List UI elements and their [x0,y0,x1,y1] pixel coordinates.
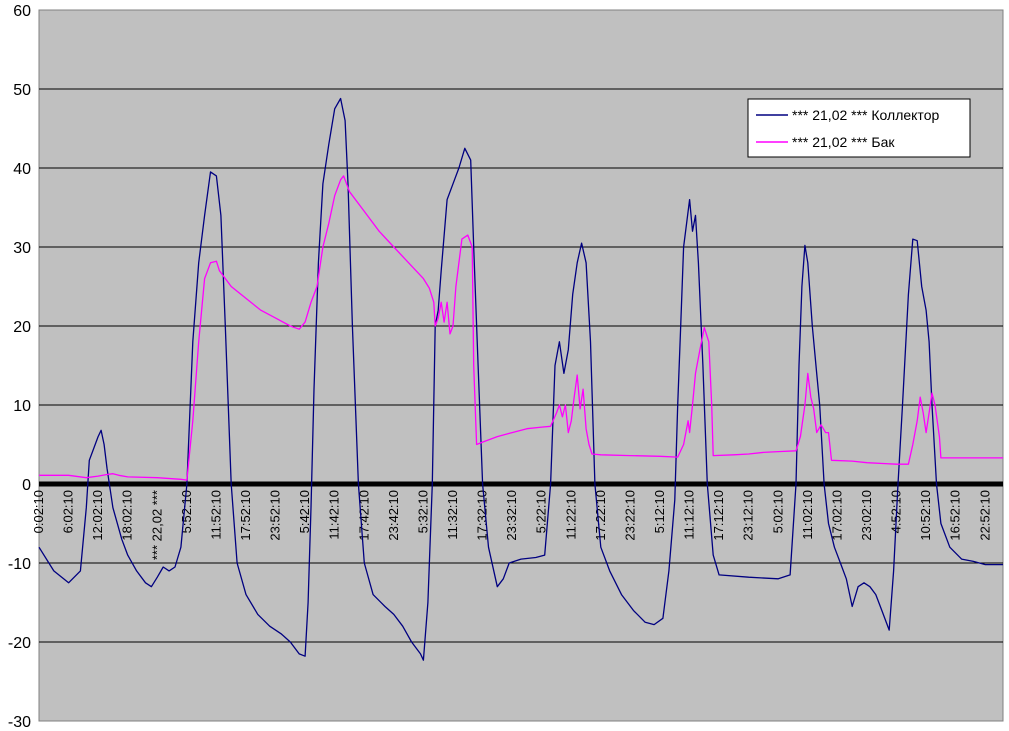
x-tick-label: 11:12:10 [682,490,697,540]
x-tick-label: 17:52:10 [238,490,253,541]
x-tick-label: 16:52:10 [948,490,963,541]
y-tick-label: 10 [13,398,31,415]
x-axis-tick-labels: 0:02:10 6:02:10 12:02:10 18:02:10 *** 22,02 … [31,490,992,560]
x-tick-label: 5:12:10 [652,490,667,533]
x-tick-label: 5:42:10 [297,490,312,533]
y-tick-label: 20 [13,319,31,336]
x-tick-label: 5:22:10 [534,490,549,533]
x-tick-label: 23:22:10 [622,490,637,541]
y-tick-label: 40 [13,161,31,178]
x-tick-label: *** 22,02 *** [149,490,164,560]
x-tick-label: 17:02:10 [829,490,844,541]
x-tick-label: 18:02:10 [120,490,135,541]
legend-box [747,98,971,158]
series-line-0 [38,97,1003,661]
x-tick-label: 17:22:10 [593,490,608,541]
x-tick-label: 22:52:10 [977,490,992,541]
x-tick-label: 6:02:10 [61,490,76,533]
x-tick-label: 11:42:10 [327,490,342,540]
legend-label: *** 21,02 *** Коллектор [792,107,939,123]
x-tick-label: 23:02:10 [859,490,874,541]
x-tick-label: 5:32:10 [415,490,430,533]
y-tick-label: 60 [13,3,31,20]
y-tick-label: -30 [8,714,31,731]
x-tick-label: 10:52:10 [918,490,933,541]
x-tick-label: 11:22:10 [563,490,578,540]
x-tick-label: 23:32:10 [504,490,519,541]
y-tick-label: -20 [8,635,31,652]
x-tick-label: 17:12:10 [711,490,726,541]
y-tick-label: -10 [8,556,31,573]
series-line-1 [39,175,1003,481]
legend: *** 21,02 *** Коллектор *** 21,02 *** Бак [747,98,971,158]
x-tick-label: 23:12:10 [741,490,756,541]
gridlines [39,88,1003,643]
legend-label: *** 21,02 *** Бак [792,134,895,150]
x-tick-label: 0:02:10 [31,490,46,533]
y-tick-label: 0 [22,477,31,494]
x-tick-label: 12:02:10 [90,490,105,541]
y-tick-label: 30 [13,240,31,257]
x-tick-label: 23:52:10 [268,490,283,541]
x-tick-label: 11:52:10 [208,490,223,540]
x-tick-label: 5:02:10 [770,490,785,533]
y-tick-label: 50 [13,82,31,99]
x-tick-label: 17:32:10 [475,490,490,541]
y-axis-tick-labels: 60 50 40 30 20 10 0 -10 -20 -30 [8,3,31,731]
series-lines [38,97,1003,661]
x-tick-label: 11:02:10 [800,490,815,540]
x-tick-label: 11:32:10 [445,490,460,540]
x-tick-label: 17:42:10 [356,490,371,541]
x-tick-label: 23:42:10 [386,490,401,541]
